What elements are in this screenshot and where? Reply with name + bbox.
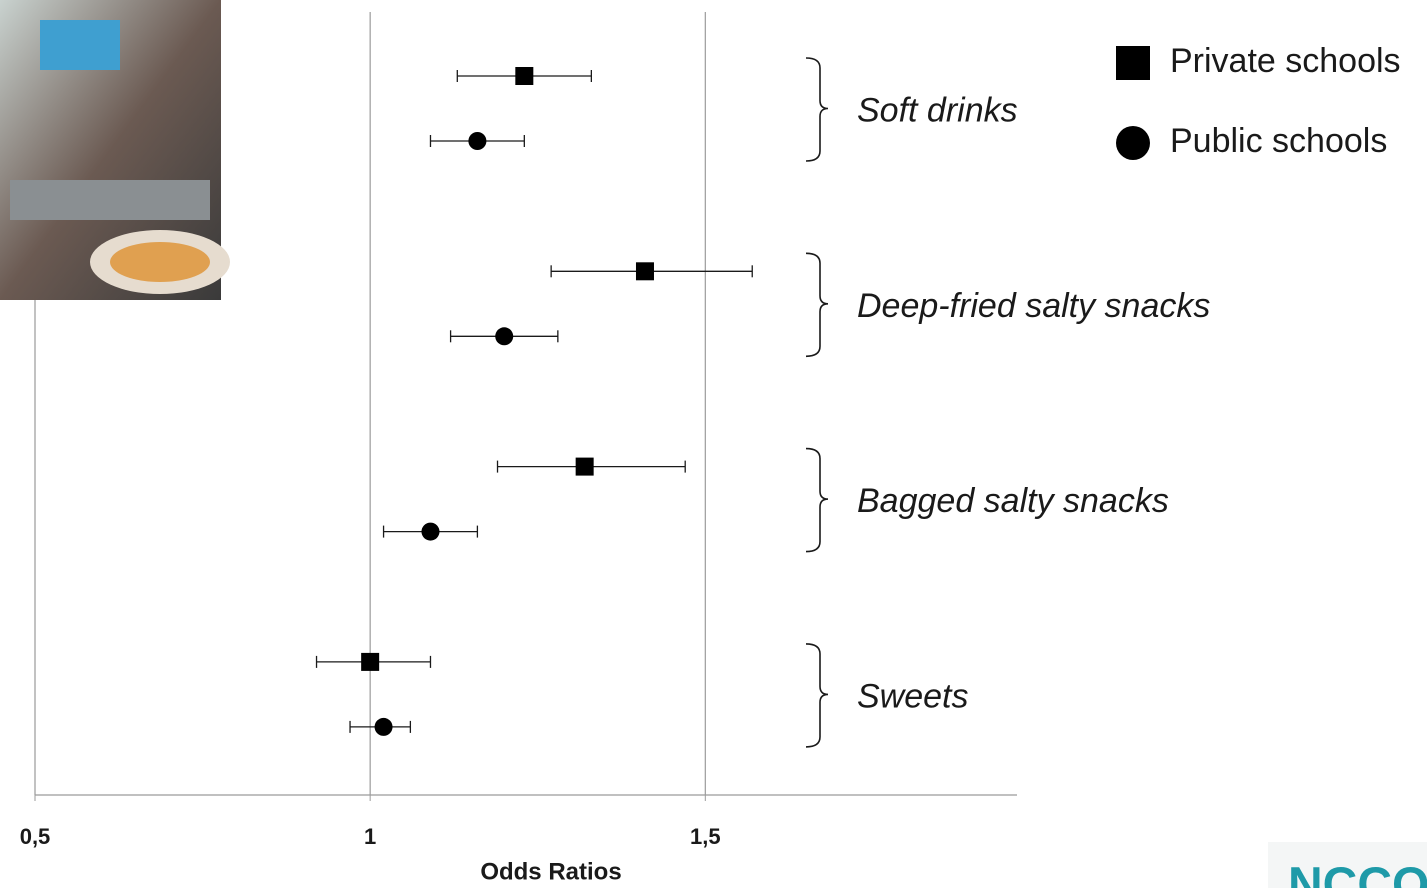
chart: NCCO Odds Ratios 0,5 1 1,5 Soft drinks Deep…: [0, 0, 1427, 888]
bracket: [806, 253, 828, 356]
marker: [495, 327, 513, 345]
legend-marker: [1116, 126, 1150, 160]
bracket: [806, 58, 828, 161]
category-label: Bagged salty snacks: [857, 482, 1169, 520]
legend-marker: [1116, 46, 1150, 80]
bracket: [806, 449, 828, 552]
x-axis-label: Odds Ratios: [480, 858, 621, 885]
photo: [0, 0, 230, 300]
x-tick-label: 1,5: [690, 824, 721, 849]
marker: [468, 132, 486, 150]
logo: NCCO: [1268, 842, 1427, 888]
bracket: [806, 644, 828, 747]
x-tick-label: 1: [364, 824, 376, 849]
marker: [515, 67, 533, 85]
category-label: Sweets: [857, 677, 969, 715]
marker: [375, 718, 393, 736]
x-tick-label: 0,5: [20, 824, 51, 849]
marker: [421, 523, 439, 541]
legend-label: Private schools: [1170, 42, 1401, 80]
marker: [361, 653, 379, 671]
marker: [636, 262, 654, 280]
marker: [576, 458, 594, 476]
category-label: Deep-fried salty snacks: [857, 287, 1210, 325]
logo-text: NCCO: [1288, 859, 1427, 888]
legend-label: Public schools: [1170, 122, 1387, 160]
category-label: Soft drinks: [857, 91, 1018, 129]
